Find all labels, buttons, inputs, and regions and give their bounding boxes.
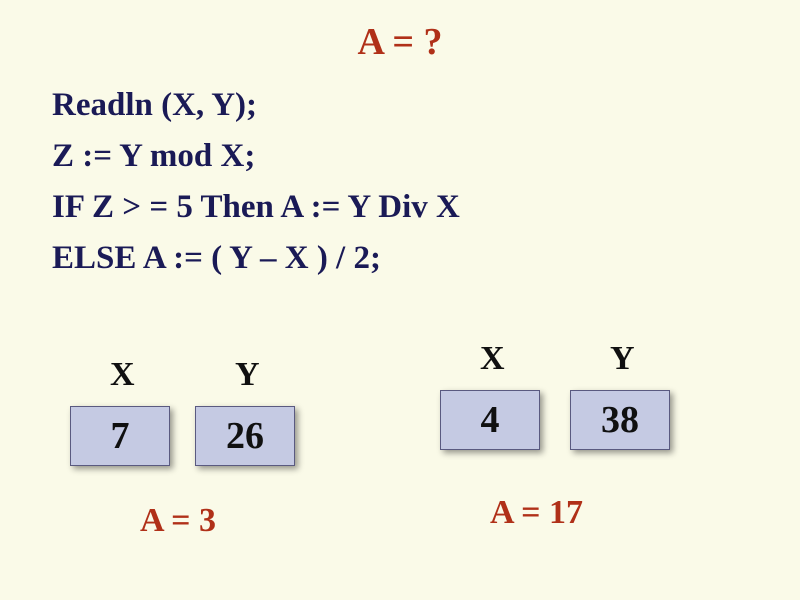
code-line-3: IF Z > = 5 Then A := Y Div X <box>52 182 460 233</box>
ex2-y-label: Y <box>610 340 635 378</box>
ex2-x-value-box: 4 <box>440 390 540 450</box>
ex2-y-value: 38 <box>601 398 639 442</box>
ex1-y-value: 26 <box>226 414 264 458</box>
ex1-x-label: X <box>110 356 135 394</box>
ex2-x-value: 4 <box>481 398 500 442</box>
ex1-x-value: 7 <box>111 414 130 458</box>
code-line-1: Readln (X, Y); <box>52 80 460 131</box>
ex2-y-value-box: 38 <box>570 390 670 450</box>
ex1-y-value-box: 26 <box>195 406 295 466</box>
ex1-y-label: Y <box>235 356 260 394</box>
ex1-answer: A = 3 <box>140 502 216 540</box>
code-line-4: ELSE A := ( Y – X ) / 2; <box>52 233 460 284</box>
pseudocode-block: Readln (X, Y); Z := Y mod X; IF Z > = 5 … <box>52 80 460 285</box>
ex2-x-label: X <box>480 340 505 378</box>
ex2-answer: A = 17 <box>490 494 583 532</box>
slide-title: A = ? <box>358 20 443 64</box>
ex1-x-value-box: 7 <box>70 406 170 466</box>
code-line-2: Z := Y mod X; <box>52 131 460 182</box>
